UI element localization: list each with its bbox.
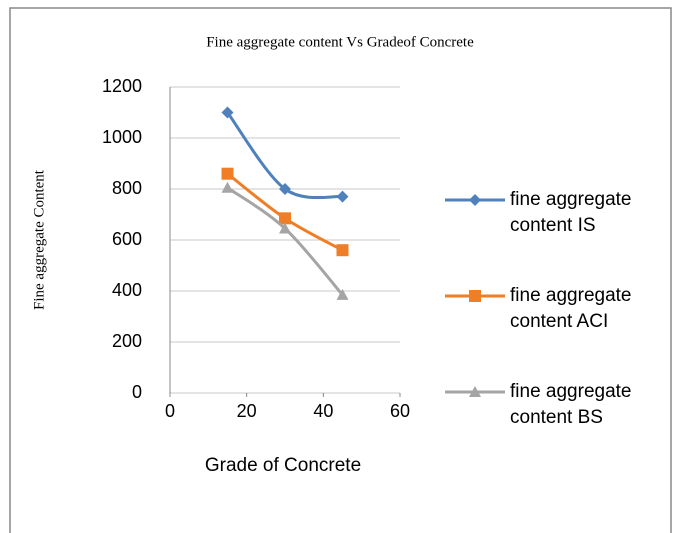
legend-marker — [469, 290, 481, 302]
marker — [279, 183, 291, 195]
legend-label: fine aggregate content IS — [510, 189, 632, 236]
marker — [279, 212, 291, 225]
chart-frame — [9, 7, 672, 533]
y-axis-label: Fine aggregate Content — [31, 169, 47, 310]
marker — [336, 288, 349, 300]
legend-marker — [469, 194, 481, 206]
marker — [336, 190, 349, 203]
y-tick-label: 400 — [112, 280, 142, 300]
x-axis-label: Grade of Concrete — [205, 455, 361, 476]
y-tick-label: 600 — [112, 229, 142, 249]
y-tick-label: 1200 — [102, 76, 142, 96]
x-tick-label: 40 — [313, 401, 333, 421]
legend-label: fine aggregate content ACI — [510, 285, 632, 332]
marker — [336, 244, 349, 257]
y-tick-label: 800 — [112, 178, 142, 198]
x-tick-label: 60 — [390, 401, 410, 421]
marker — [279, 222, 291, 234]
x-tick-label: 20 — [237, 401, 257, 421]
legend-label: fine aggregate content BS — [510, 381, 632, 428]
marker — [221, 167, 234, 180]
x-tick-label: 0 — [165, 401, 175, 421]
legend-marker — [469, 386, 481, 397]
y-tick-label: 200 — [112, 331, 142, 351]
marker — [221, 181, 234, 193]
chart-title: Fine aggregate content Vs Gradeof Concre… — [206, 34, 474, 50]
y-tick-label: 1000 — [102, 127, 142, 147]
y-tick-label: 0 — [132, 382, 142, 402]
marker — [221, 106, 234, 119]
